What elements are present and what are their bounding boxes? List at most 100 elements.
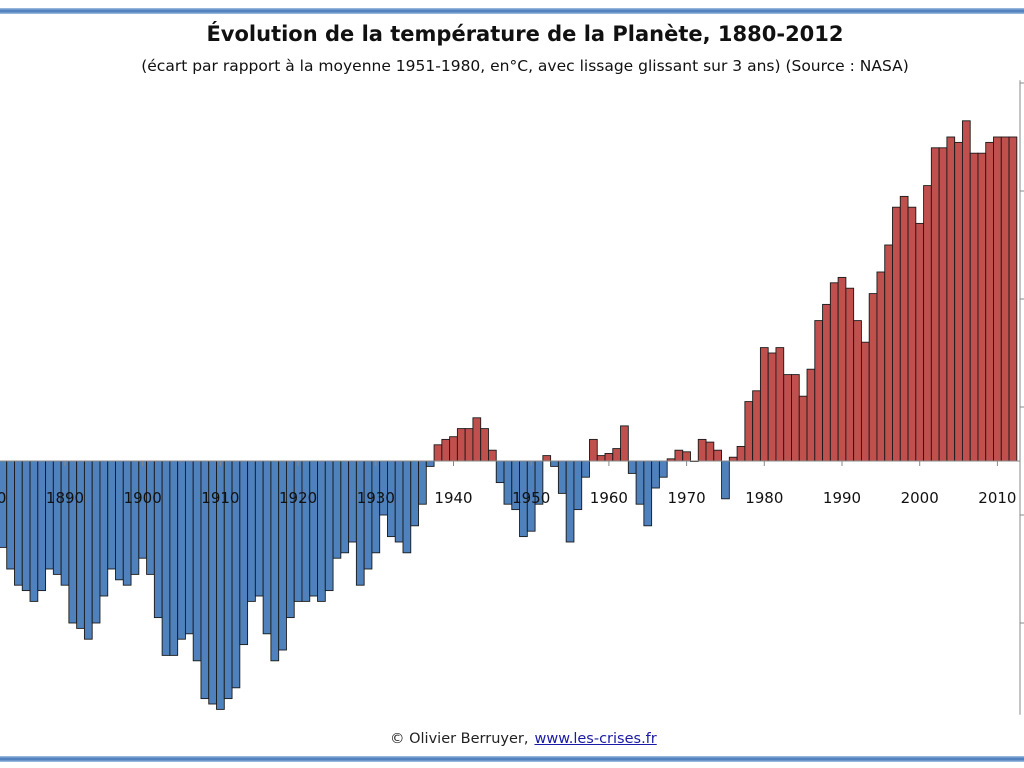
bar-1997: [892, 206, 901, 462]
bar-1958: [589, 438, 598, 462]
bar-1938: [433, 444, 443, 462]
chart-title: Évolution de la température de la Planèt…: [206, 22, 844, 46]
website-link[interactable]: www.les-crises.fr: [534, 731, 657, 747]
bar-1895: [99, 460, 109, 597]
bar-1942: [464, 428, 474, 462]
bar-1973: [705, 441, 715, 462]
bar-1969: [674, 449, 684, 462]
x-tick-label: 1990: [823, 489, 861, 507]
chart-subtitle: (écart par rapport à la moyenne 1951-198…: [141, 57, 909, 75]
bar-1964: [635, 460, 645, 505]
bar-1972: [697, 438, 707, 462]
axes-group: 1880 1890 1900 1910 1920 1930 1940 1950 1960 1970…: [0, 80, 1024, 715]
bar-1974: [713, 449, 723, 462]
bar-1935: [410, 460, 419, 527]
bottom-border: [0, 756, 1024, 762]
bar-1934: [402, 460, 412, 554]
bar-1987: [814, 320, 824, 462]
bar-1944: [480, 428, 489, 462]
bar-1991: [845, 287, 855, 462]
x-tick-label: 1940: [434, 489, 472, 507]
bar-1925: [332, 460, 342, 559]
bar-1905: [177, 460, 186, 640]
bar-1896: [107, 460, 116, 570]
bar-1921: [301, 460, 311, 602]
bar-1978: [744, 401, 754, 462]
bar-1892: [76, 460, 85, 629]
bars-group: [0, 120, 1018, 710]
bar-2009: [985, 141, 994, 462]
bar-1886: [29, 460, 39, 602]
bar-1994: [868, 293, 878, 462]
x-tick-label: 1970: [668, 489, 706, 507]
x-tick-label: 1920: [279, 489, 317, 507]
bar-1883: [6, 460, 15, 570]
bar-1924: [324, 460, 334, 592]
bar-1992: [853, 320, 862, 462]
bar-1960: [604, 452, 614, 462]
bar-2005: [954, 141, 963, 462]
bar-1963: [627, 460, 637, 474]
footer: © Olivier Berruyer, www.les-crises.fr: [390, 731, 657, 747]
x-tick-label: 1910: [201, 489, 239, 507]
bar-1928: [355, 460, 365, 586]
bar-1903: [161, 460, 171, 656]
bar-1940: [449, 436, 458, 462]
bar-1936: [418, 460, 427, 505]
bar-2008: [977, 152, 987, 462]
bar-2001: [923, 185, 932, 462]
bar-1894: [91, 460, 101, 624]
x-tick-label: 1980: [745, 489, 783, 507]
bar-1983: [783, 374, 792, 462]
bar-1937: [425, 460, 435, 467]
x-tick-label: 1890: [46, 489, 84, 507]
bar-1967: [658, 460, 668, 478]
bar-1917: [270, 460, 280, 662]
bar-1893: [83, 460, 93, 640]
bar-1933: [394, 460, 404, 543]
x-tick-label: 2000: [901, 489, 939, 507]
bar-1998: [899, 195, 909, 462]
bar-1985: [798, 395, 808, 462]
bar-1965: [643, 460, 653, 527]
bar-2000: [915, 222, 925, 462]
bar-1926: [340, 460, 350, 554]
bar-1952: [542, 455, 552, 462]
bar-1966: [651, 460, 660, 489]
bar-1982: [775, 347, 785, 462]
bar-1884: [14, 460, 23, 586]
bar-1907: [192, 460, 202, 662]
bar-1954: [557, 460, 567, 494]
bar-1976: [728, 456, 738, 462]
bar-2006: [961, 120, 971, 462]
bar-2012: [1008, 136, 1018, 462]
bar-1899: [130, 460, 140, 575]
bar-1999: [907, 206, 917, 462]
bar-1887: [37, 460, 47, 592]
bar-1996: [884, 244, 893, 462]
bar-1941: [456, 428, 466, 462]
bar-1922: [309, 460, 318, 597]
bar-1955: [565, 460, 575, 543]
bar-1929: [363, 460, 373, 570]
bar-1897: [115, 460, 124, 581]
bar-1888: [45, 460, 54, 570]
x-tick-label: 1880: [0, 489, 6, 507]
bar-1962: [620, 425, 629, 462]
bar-1919: [285, 460, 295, 619]
bar-1904: [169, 460, 179, 656]
bar-2010: [993, 136, 1002, 462]
bar-2007: [969, 152, 979, 462]
bar-1898: [122, 460, 132, 586]
bar-1946: [495, 460, 505, 484]
bar-2011: [1000, 136, 1010, 462]
bar-1945: [488, 449, 497, 462]
bar-1988: [822, 303, 831, 462]
top-border: [0, 8, 1024, 14]
bar-1943: [472, 417, 482, 462]
bar-1953: [550, 460, 559, 467]
bar-1995: [876, 271, 886, 462]
bar-1927: [348, 460, 357, 543]
bar-1957: [581, 460, 590, 478]
bar-1885: [21, 460, 31, 592]
